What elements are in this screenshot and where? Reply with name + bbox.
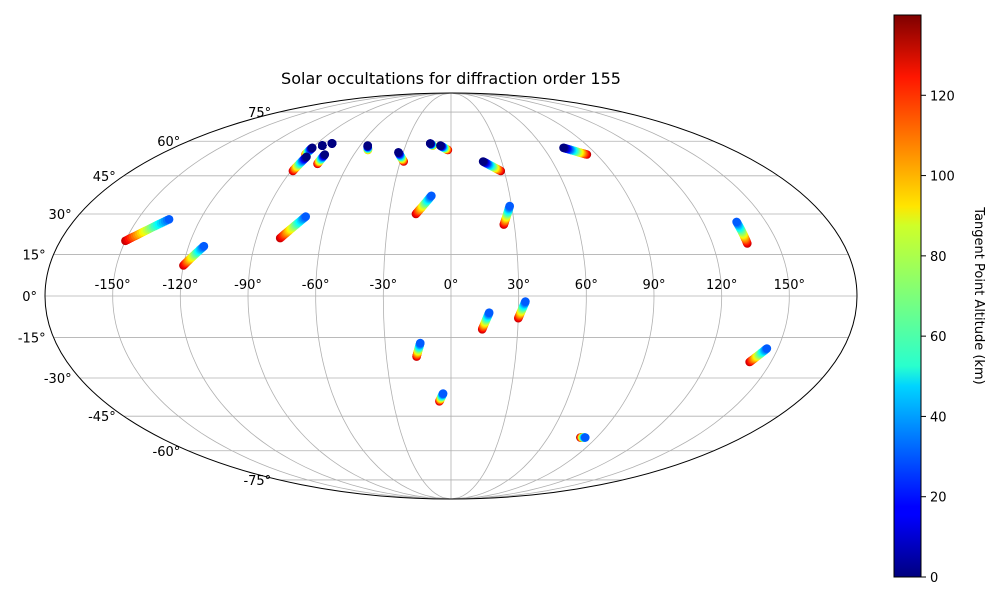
occultation-point bbox=[302, 152, 311, 162]
map-gridlines bbox=[45, 93, 857, 499]
occultation-point bbox=[478, 157, 488, 166]
latitude-tick-labels: 75° 60° 45° 30° 15° 0° -15° -30° -45° -60° -75° bbox=[18, 106, 271, 489]
lat-tick-label: 60° bbox=[157, 135, 180, 150]
lat-tick-label: 0° bbox=[22, 290, 37, 305]
colorbar-gradient bbox=[893, 14, 922, 578]
lon-tick-label: -150° bbox=[95, 278, 131, 293]
occultation-point bbox=[320, 150, 330, 159]
lon-tick-label: 150° bbox=[774, 278, 805, 293]
lon-tick-label: 120° bbox=[706, 278, 737, 293]
occultation-point bbox=[438, 389, 448, 398]
colorbar-tick-label: 40 bbox=[930, 410, 947, 425]
occultation-point bbox=[762, 344, 772, 353]
chart-title: Solar occultations for diffraction order… bbox=[281, 69, 621, 88]
lat-tick-label: -60° bbox=[153, 445, 181, 460]
colorbar-tick-label: 100 bbox=[930, 170, 955, 185]
occultation-point bbox=[394, 148, 403, 157]
occultation-point bbox=[164, 215, 174, 224]
map-boundary bbox=[44, 92, 858, 500]
occultation-point bbox=[732, 217, 741, 227]
colorbar-tick-label: 120 bbox=[930, 89, 955, 104]
lon-tick-label: -60° bbox=[302, 278, 330, 293]
occultation-point bbox=[581, 433, 590, 442]
occultation-point bbox=[308, 143, 317, 153]
occultation-point bbox=[318, 141, 327, 150]
occultation-point bbox=[505, 201, 514, 211]
lon-tick-label: 90° bbox=[642, 278, 665, 293]
lat-tick-label: 75° bbox=[248, 106, 271, 121]
lat-tick-label: -30° bbox=[44, 372, 72, 387]
lat-tick-label: -45° bbox=[88, 410, 116, 425]
lat-tick-label: -15° bbox=[18, 332, 46, 347]
occultation-point bbox=[559, 143, 568, 153]
lon-tick-label: -90° bbox=[234, 278, 262, 293]
colorbar-label: Tangent Point Altitude (km) bbox=[971, 206, 986, 384]
lon-tick-label: 60° bbox=[575, 278, 598, 293]
lon-tick-label: -30° bbox=[369, 278, 397, 293]
lon-tick-label: 30° bbox=[507, 278, 530, 293]
occultation-point bbox=[427, 191, 436, 201]
lat-tick-label: 15° bbox=[23, 248, 46, 263]
occultation-point bbox=[484, 308, 494, 318]
lat-tick-label: -75° bbox=[243, 474, 271, 489]
colorbar-tick-label: 20 bbox=[930, 491, 947, 506]
colorbar-tick-label: 0 bbox=[930, 571, 938, 586]
occultation-point bbox=[199, 241, 209, 251]
occultation-point bbox=[327, 139, 337, 148]
occultation-point bbox=[301, 212, 311, 221]
colorbar: 0 20 40 60 80 100 120 Tangent Point Altitude (… bbox=[893, 14, 986, 586]
occultation-point bbox=[436, 141, 445, 150]
longitude-tick-labels: -150° -120° -90° -60° -30° 0° 30° 60° 90° 120° 150… bbox=[95, 278, 805, 293]
colorbar-ticks: 0 20 40 60 80 100 120 bbox=[921, 89, 955, 586]
occultation-point bbox=[425, 139, 435, 148]
colorbar-tick-label: 60 bbox=[930, 330, 947, 345]
occultation-point bbox=[521, 297, 530, 306]
colorbar-tick-label: 80 bbox=[930, 250, 947, 265]
lon-tick-label: 0° bbox=[444, 278, 459, 293]
lon-tick-label: -120° bbox=[162, 278, 198, 293]
occultation-tracks bbox=[121, 139, 772, 442]
lat-tick-label: 30° bbox=[49, 208, 72, 223]
occultation-point bbox=[416, 338, 425, 348]
lat-tick-label: 45° bbox=[93, 170, 116, 185]
occultation-point bbox=[363, 141, 373, 150]
